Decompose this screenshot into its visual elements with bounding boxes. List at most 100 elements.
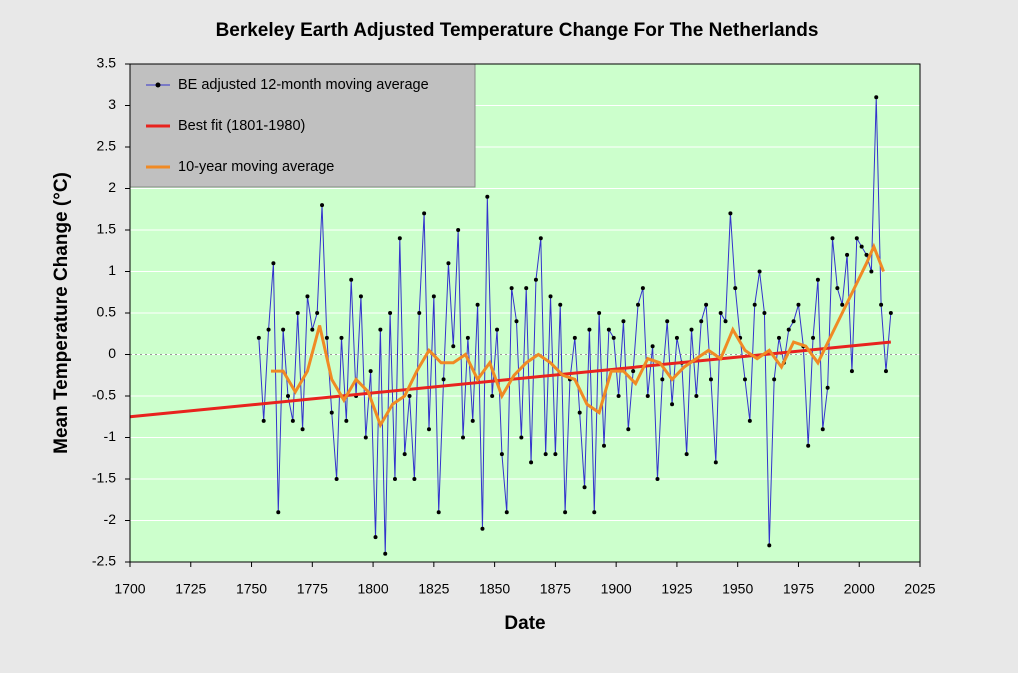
data-point bbox=[825, 385, 830, 390]
x-tick-label: 1775 bbox=[297, 581, 328, 597]
y-tick-label: 0.5 bbox=[97, 304, 117, 320]
data-point bbox=[674, 335, 679, 340]
y-axis-label: Mean Temperature Change (°C) bbox=[51, 172, 72, 454]
data-point bbox=[835, 286, 840, 291]
data-point bbox=[777, 335, 782, 340]
y-tick-label: -2 bbox=[104, 511, 117, 527]
y-tick-label: -1 bbox=[104, 428, 117, 444]
data-point bbox=[383, 551, 388, 556]
y-tick-label: 0 bbox=[108, 345, 116, 361]
y-tick-label: 2.5 bbox=[97, 138, 117, 154]
chart-title: Berkeley Earth Adjusted Temperature Chan… bbox=[216, 20, 819, 41]
data-point bbox=[815, 277, 820, 282]
data-point bbox=[592, 510, 597, 515]
data-point bbox=[334, 477, 339, 481]
y-tick-label: 3 bbox=[108, 96, 116, 112]
data-point bbox=[645, 394, 650, 398]
data-point bbox=[392, 477, 397, 481]
data-point bbox=[558, 302, 563, 307]
data-point bbox=[407, 394, 412, 398]
data-point bbox=[485, 194, 490, 199]
data-point bbox=[728, 211, 733, 216]
data-point bbox=[762, 311, 767, 315]
data-point bbox=[699, 319, 704, 324]
data-point bbox=[524, 286, 529, 291]
data-point bbox=[563, 510, 568, 515]
data-point bbox=[329, 410, 334, 415]
data-point bbox=[772, 377, 777, 382]
data-point bbox=[324, 335, 329, 340]
data-point bbox=[290, 418, 295, 423]
data-point bbox=[752, 302, 757, 307]
legend-box bbox=[129, 63, 476, 188]
data-point bbox=[315, 311, 320, 315]
data-point bbox=[767, 543, 772, 548]
data-point bbox=[320, 203, 325, 208]
data-point bbox=[271, 261, 276, 266]
data-point bbox=[441, 377, 446, 382]
data-point bbox=[388, 311, 393, 315]
data-point bbox=[572, 335, 577, 340]
data-point bbox=[373, 535, 378, 540]
data-point bbox=[684, 452, 689, 457]
data-point bbox=[616, 394, 621, 398]
data-point bbox=[713, 460, 718, 465]
data-point bbox=[431, 294, 436, 299]
data-point bbox=[412, 477, 417, 481]
data-point bbox=[660, 377, 665, 382]
data-point bbox=[553, 452, 558, 457]
data-point bbox=[509, 286, 514, 291]
data-point bbox=[742, 377, 747, 382]
data-point bbox=[655, 477, 660, 481]
x-tick-label: 1825 bbox=[418, 581, 449, 597]
data-point bbox=[636, 302, 641, 307]
data-point bbox=[665, 319, 670, 324]
data-point bbox=[461, 435, 466, 440]
data-point bbox=[295, 311, 300, 315]
data-point bbox=[786, 327, 791, 332]
data-point bbox=[310, 327, 315, 332]
data-point bbox=[300, 427, 305, 432]
data-point bbox=[864, 252, 869, 257]
data-point bbox=[261, 418, 266, 423]
data-point bbox=[358, 294, 363, 299]
data-point bbox=[451, 344, 456, 349]
data-point bbox=[718, 311, 723, 315]
y-tick-label: 1 bbox=[108, 262, 116, 278]
data-point bbox=[499, 452, 504, 457]
data-point bbox=[811, 335, 816, 340]
data-point bbox=[538, 236, 543, 241]
x-tick-label: 1700 bbox=[114, 581, 145, 597]
data-point bbox=[796, 302, 801, 307]
x-tick-label: 1975 bbox=[783, 581, 814, 597]
data-point bbox=[854, 236, 859, 241]
data-point bbox=[888, 311, 893, 315]
data-point bbox=[504, 510, 509, 515]
series-line bbox=[270, 242, 885, 429]
data-point bbox=[305, 294, 310, 299]
x-tick-label: 1800 bbox=[357, 581, 388, 597]
data-point bbox=[436, 510, 441, 515]
data-point bbox=[869, 269, 874, 274]
data-point bbox=[840, 302, 845, 307]
ticks: -2.5 -2 -1.5 -1 -0.5 0 0.5 1 1.5 2 2.5 3 3.5 1700 1725… bbox=[92, 55, 936, 597]
data-layer bbox=[129, 95, 893, 556]
data-point bbox=[626, 427, 631, 432]
data-point bbox=[689, 327, 694, 332]
data-point bbox=[587, 327, 592, 332]
data-point bbox=[514, 319, 519, 324]
x-tick-label: 1900 bbox=[601, 581, 632, 597]
data-point bbox=[256, 335, 261, 340]
data-point bbox=[543, 452, 548, 457]
x-tick-label: 1750 bbox=[236, 581, 267, 597]
y-tick-label: -0.5 bbox=[92, 387, 116, 403]
y-tick-label: 2 bbox=[108, 179, 116, 195]
data-point bbox=[606, 327, 611, 332]
data-point bbox=[845, 252, 850, 257]
x-tick-label: 1725 bbox=[175, 581, 206, 597]
data-point bbox=[276, 510, 281, 515]
data-point bbox=[631, 369, 636, 374]
data-point bbox=[723, 319, 728, 324]
data-point bbox=[397, 236, 402, 241]
